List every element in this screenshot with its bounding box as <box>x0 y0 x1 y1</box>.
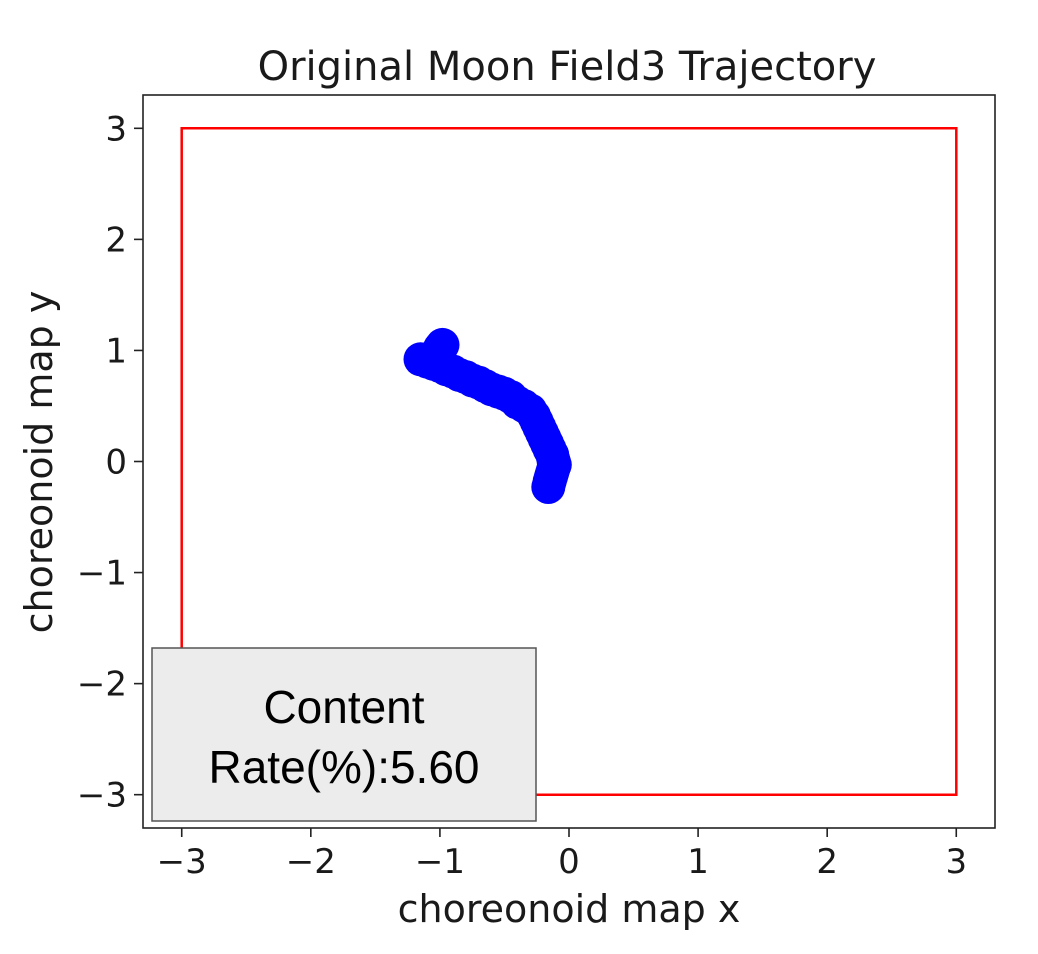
y-tick-label: −2 <box>77 665 127 705</box>
field-boundary <box>180 127 958 796</box>
x-tick-label: −1 <box>415 842 465 882</box>
y-tick-label: 3 <box>105 109 127 149</box>
content-rate-box-background <box>151 647 537 822</box>
content-rate-line-2: Rate(%):5.60 <box>208 741 479 793</box>
y-axis-label: choreonoid map y <box>17 291 61 634</box>
x-tick-label: 2 <box>816 842 838 882</box>
x-tick-label: −3 <box>157 842 207 882</box>
chart-title: Original Moon Field3 Trajectory <box>258 44 877 90</box>
axis-ticks: −3 −2 −1 0 1 2 3 −3 −2 −1 0 1 2 3 <box>77 109 967 882</box>
y-tick-label: 1 <box>105 331 127 371</box>
content-rate-box: Content Rate(%):5.60 <box>151 647 537 822</box>
x-tick-label: 0 <box>558 842 580 882</box>
x-tick-label: 3 <box>945 842 967 882</box>
y-tick-label: 0 <box>105 443 127 483</box>
x-tick-label: 1 <box>687 842 709 882</box>
y-tick-label: 2 <box>105 220 127 260</box>
y-tick-label: −3 <box>77 776 127 816</box>
x-tick-label: −2 <box>286 842 336 882</box>
y-tick-label: −1 <box>77 554 127 594</box>
trajectory-point <box>425 327 460 362</box>
x-axis-label: choreonoid map x <box>398 887 741 931</box>
plot-area <box>180 127 958 796</box>
content-rate-line-1: Content <box>263 681 424 733</box>
trajectory-point <box>531 470 566 504</box>
